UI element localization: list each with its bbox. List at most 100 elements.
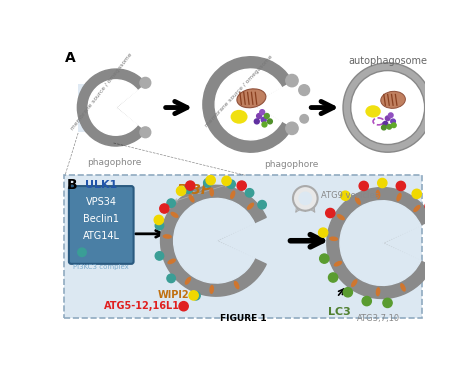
Circle shape (286, 74, 298, 87)
Circle shape (154, 215, 164, 225)
Circle shape (326, 208, 335, 218)
Text: VPS34
Beclin1
ATG14L: VPS34 Beclin1 ATG14L (83, 196, 120, 241)
Circle shape (298, 191, 312, 205)
Circle shape (392, 123, 396, 128)
Circle shape (264, 114, 269, 118)
Circle shape (319, 228, 328, 237)
Circle shape (176, 186, 186, 195)
Text: FIGURE 1: FIGURE 1 (219, 314, 266, 323)
Text: WIPI2: WIPI2 (158, 290, 190, 300)
Wedge shape (340, 201, 421, 285)
Circle shape (299, 85, 310, 95)
Circle shape (341, 191, 350, 200)
Circle shape (383, 298, 392, 307)
Ellipse shape (210, 285, 214, 294)
Ellipse shape (329, 236, 338, 241)
Circle shape (267, 119, 273, 124)
Ellipse shape (351, 279, 357, 287)
Ellipse shape (167, 259, 176, 264)
Ellipse shape (247, 202, 254, 210)
Ellipse shape (365, 105, 381, 118)
Circle shape (389, 113, 393, 118)
Text: phagophore: phagophore (87, 158, 142, 167)
Ellipse shape (337, 214, 345, 220)
Circle shape (260, 110, 264, 115)
Circle shape (160, 204, 169, 213)
Circle shape (425, 201, 434, 211)
Text: ULK1: ULK1 (85, 180, 118, 190)
Circle shape (222, 176, 231, 185)
Ellipse shape (189, 194, 195, 202)
Ellipse shape (230, 191, 236, 199)
Circle shape (191, 292, 200, 300)
Text: ATG9 vesicles: ATG9 vesicles (321, 191, 379, 200)
Ellipse shape (237, 89, 266, 108)
Circle shape (328, 273, 337, 282)
Text: PI3KC3 complex: PI3KC3 complex (73, 264, 129, 270)
Text: PI3P: PI3P (177, 183, 212, 197)
Text: membrane source / omegasome: membrane source / omegasome (204, 54, 274, 128)
Circle shape (179, 302, 188, 311)
Circle shape (383, 121, 388, 126)
Circle shape (362, 296, 371, 306)
Ellipse shape (185, 277, 191, 285)
Text: phagophore: phagophore (264, 160, 319, 169)
Circle shape (186, 181, 195, 190)
Ellipse shape (355, 196, 361, 205)
Ellipse shape (376, 190, 380, 199)
Circle shape (155, 252, 164, 260)
Circle shape (293, 186, 318, 211)
Circle shape (385, 116, 390, 121)
Ellipse shape (376, 287, 380, 296)
Text: ATG5-12,16L1: ATG5-12,16L1 (104, 301, 180, 311)
Circle shape (206, 175, 215, 185)
Text: ATG3,7,10: ATG3,7,10 (357, 314, 400, 323)
Circle shape (140, 127, 151, 138)
Circle shape (237, 181, 246, 190)
Ellipse shape (381, 91, 405, 108)
FancyBboxPatch shape (78, 84, 114, 132)
Circle shape (155, 221, 164, 230)
Circle shape (343, 63, 432, 152)
Circle shape (189, 291, 198, 300)
Circle shape (262, 122, 267, 127)
Text: B: B (66, 178, 77, 192)
Circle shape (382, 125, 386, 130)
Circle shape (256, 114, 262, 118)
Circle shape (204, 179, 212, 187)
Circle shape (184, 185, 193, 193)
Circle shape (387, 124, 392, 129)
FancyBboxPatch shape (64, 175, 422, 318)
Text: membrane source / omegasome: membrane source / omegasome (70, 52, 133, 131)
Wedge shape (173, 198, 255, 283)
Text: A: A (65, 51, 76, 64)
Wedge shape (215, 69, 282, 140)
Circle shape (258, 201, 266, 209)
Ellipse shape (231, 110, 247, 124)
Circle shape (319, 254, 329, 263)
Text: LC3: LC3 (328, 307, 351, 317)
Circle shape (286, 122, 298, 134)
Circle shape (412, 189, 421, 198)
Wedge shape (161, 185, 266, 296)
Circle shape (167, 199, 175, 207)
FancyBboxPatch shape (69, 186, 134, 264)
Circle shape (246, 189, 254, 197)
Wedge shape (327, 188, 433, 299)
Circle shape (227, 180, 236, 188)
Circle shape (78, 248, 86, 256)
Ellipse shape (400, 283, 406, 292)
Wedge shape (203, 57, 292, 152)
Circle shape (396, 181, 405, 191)
Ellipse shape (334, 261, 342, 267)
Wedge shape (88, 80, 137, 135)
Ellipse shape (234, 281, 239, 289)
Ellipse shape (396, 193, 401, 202)
Ellipse shape (413, 205, 420, 212)
Ellipse shape (210, 188, 214, 196)
Circle shape (359, 181, 368, 191)
Circle shape (343, 287, 353, 297)
Circle shape (378, 178, 387, 188)
Ellipse shape (163, 234, 172, 239)
Circle shape (140, 77, 151, 88)
